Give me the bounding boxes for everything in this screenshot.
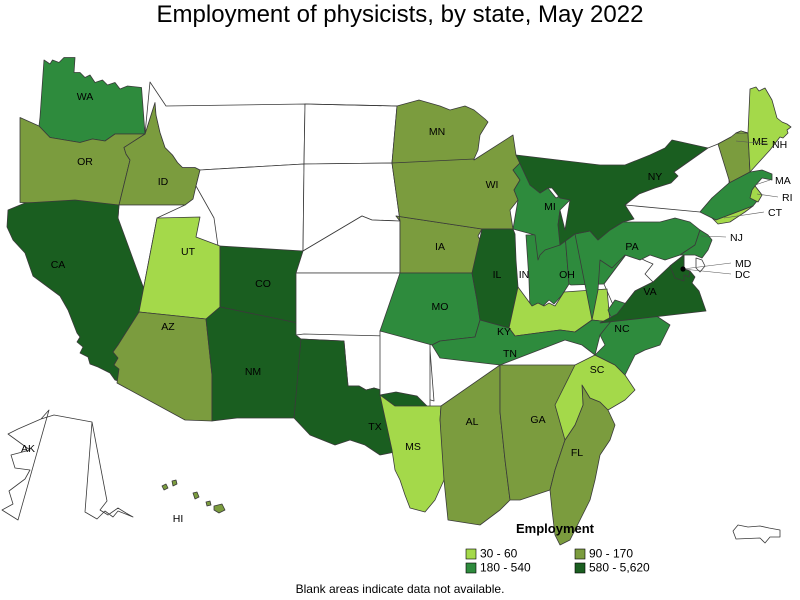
svg-text:NH: NH	[772, 139, 787, 151]
svg-text:30 - 60: 30 - 60	[480, 547, 518, 561]
svg-text:Employment: Employment	[516, 521, 595, 536]
svg-text:RI: RI	[782, 192, 793, 204]
svg-text:90 - 170: 90 - 170	[589, 547, 633, 561]
svg-text:580 - 5,620: 580 - 5,620	[589, 561, 650, 575]
svg-text:NJ: NJ	[730, 232, 743, 244]
svg-text:CT: CT	[768, 207, 783, 219]
svg-text:Blank areas indicate data not: Blank areas indicate data not available.	[296, 582, 505, 596]
svg-text:IN: IN	[519, 269, 530, 281]
svg-text:MA: MA	[775, 175, 791, 187]
svg-text:DC: DC	[735, 269, 751, 281]
svg-text:180 - 540: 180 - 540	[480, 561, 531, 575]
svg-text:HI: HI	[173, 513, 184, 525]
